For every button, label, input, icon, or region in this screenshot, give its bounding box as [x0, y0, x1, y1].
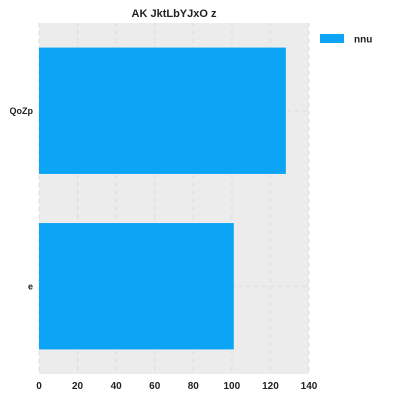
- x-tick-label-0: 0: [36, 381, 42, 392]
- x-tick-label-3: 60: [149, 381, 161, 392]
- legend: nnu: [320, 34, 372, 46]
- legend-swatch-nnu: [320, 34, 344, 43]
- x-tick-label-4: 80: [188, 381, 200, 392]
- x-axis-ticks: 0 20 40 60 80 100 120 140: [36, 381, 318, 392]
- chart-title: AK JktLbYJxO z: [132, 8, 217, 20]
- y-category-label-0: QoZp: [10, 106, 34, 116]
- x-tick-label-1: 20: [72, 381, 84, 392]
- y-category-label-1: e: [28, 281, 33, 291]
- bars: [39, 47, 286, 350]
- bar-e: [39, 223, 234, 350]
- legend-label-nnu: nnu: [354, 35, 372, 46]
- x-tick-label-6: 120: [262, 381, 279, 392]
- x-tick-label-2: 40: [111, 381, 123, 392]
- bar-qozp: [39, 47, 286, 174]
- x-tick-label-5: 100: [224, 381, 241, 392]
- x-tick-label-7: 140: [301, 381, 318, 392]
- y-axis-categories: QoZp e: [10, 106, 34, 292]
